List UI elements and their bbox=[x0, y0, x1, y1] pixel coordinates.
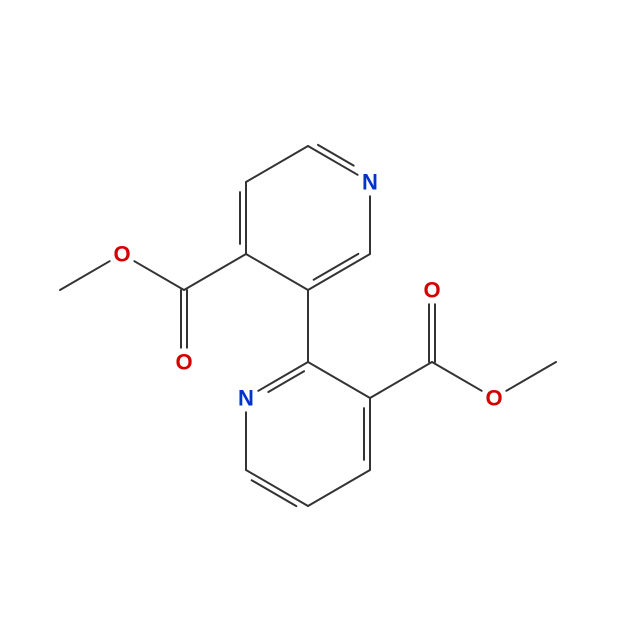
atom-label-o: O bbox=[175, 350, 192, 375]
atom-label-o: O bbox=[485, 386, 502, 411]
bond bbox=[258, 362, 308, 391]
bond bbox=[308, 362, 370, 398]
bond bbox=[246, 254, 308, 290]
bond bbox=[370, 362, 432, 398]
molecule-diagram: N O O N O O bbox=[0, 0, 640, 640]
bond bbox=[252, 480, 297, 506]
atom-label-n: N bbox=[362, 170, 378, 195]
bond bbox=[134, 261, 184, 290]
atom-label-n: N bbox=[238, 386, 254, 411]
bond bbox=[506, 362, 556, 391]
bond bbox=[308, 254, 370, 290]
atom-label-o: O bbox=[423, 278, 440, 303]
atom-label-o: O bbox=[113, 242, 130, 267]
bond bbox=[314, 254, 359, 280]
bond bbox=[184, 254, 246, 290]
bond bbox=[432, 362, 482, 391]
bond bbox=[308, 146, 358, 175]
bond bbox=[60, 261, 110, 290]
bond bbox=[246, 470, 308, 506]
bond bbox=[246, 146, 308, 182]
bond bbox=[308, 470, 370, 506]
